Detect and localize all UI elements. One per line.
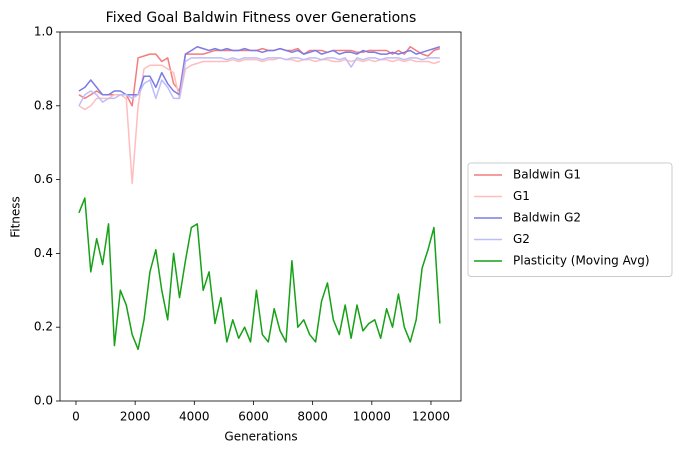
- legend-label: G1: [513, 189, 530, 203]
- plot-frame: [59, 31, 462, 402]
- x-tick-label: 10000: [353, 410, 391, 424]
- legend-label: Baldwin G2: [513, 211, 581, 225]
- series-line: [78, 46, 441, 107]
- y-tick-label: 0.6: [34, 172, 53, 186]
- legend-label: G2: [513, 232, 530, 246]
- series-line: [78, 197, 441, 351]
- x-tick-label: 6000: [238, 410, 269, 424]
- y-tick-label: 0.0: [34, 394, 53, 408]
- x-tick-label: 8000: [297, 410, 328, 424]
- legend-label: Baldwin G1: [513, 168, 581, 182]
- y-tick-label: 1.0: [34, 25, 53, 39]
- chart-title: Fixed Goal Baldwin Fitness over Generati…: [106, 10, 417, 26]
- series-line: [78, 57, 440, 107]
- x-tick-label: 0: [72, 410, 80, 424]
- x-tick-label: 2000: [120, 410, 151, 424]
- legend-box: [467, 162, 673, 277]
- y-tick-label: 0.2: [34, 320, 53, 334]
- legend-label: Plasticity (Moving Avg): [513, 254, 650, 268]
- y-tick-label: 0.8: [34, 98, 53, 112]
- x-tick-label: 12000: [412, 410, 450, 424]
- y-tick-label: 0.4: [34, 246, 53, 260]
- x-axis-label: Generations: [224, 430, 297, 444]
- x-tick-label: 4000: [179, 410, 210, 424]
- y-axis-label: Fitness: [9, 196, 23, 238]
